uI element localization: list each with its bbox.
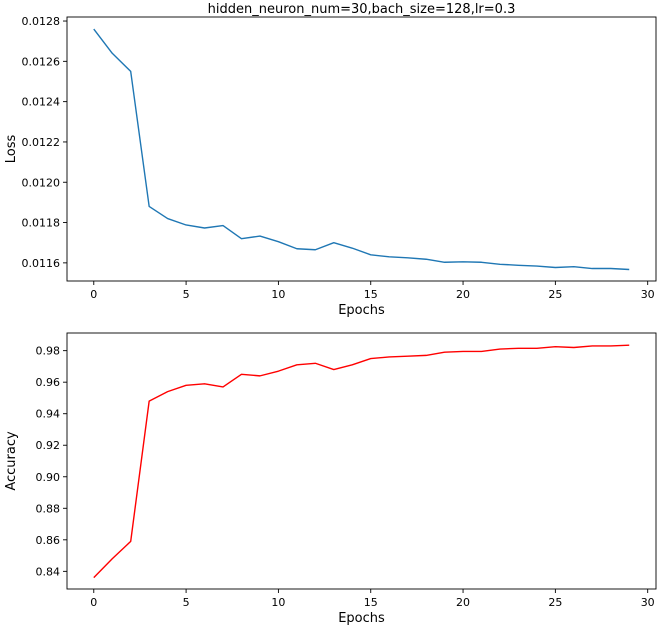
x-tick-label: 5	[183, 596, 190, 609]
y-tick-label: 0.92	[36, 439, 61, 452]
x-tick-label: 30	[641, 288, 655, 301]
y-tick-label: 0.0116	[22, 257, 61, 270]
series-line-1	[93, 344, 630, 579]
y-tick-label: 0.86	[36, 534, 61, 547]
y-tick-label: 0.90	[36, 471, 61, 484]
x-tick-label: 10	[271, 288, 285, 301]
x-tick-label: 15	[364, 596, 378, 609]
x-axis-label: Epochs	[338, 611, 385, 626]
x-tick-label: 15	[364, 288, 378, 301]
x-tick-label: 0	[90, 288, 97, 301]
chart-title: hidden_neuron_num=30,bach_size=128,lr=0.…	[208, 2, 516, 17]
x-tick-label: 25	[548, 288, 562, 301]
y-tick-label: 0.84	[36, 565, 61, 578]
x-tick-label: 5	[183, 288, 190, 301]
x-axis-label: Epochs	[338, 303, 385, 318]
x-tick-label: 20	[456, 596, 470, 609]
y-tick-label: 0.88	[36, 502, 61, 515]
plot-frame	[66, 16, 657, 282]
y-tick-label: 0.94	[36, 408, 61, 421]
plot-frame	[66, 332, 657, 590]
y-tick-label: 0.98	[36, 345, 61, 358]
x-tick-label: 10	[271, 596, 285, 609]
y-axis-label: Accuracy	[4, 431, 19, 491]
y-tick-label: 0.96	[36, 376, 61, 389]
y-tick-label: 0.0122	[22, 136, 61, 149]
y-tick-label: 0.0128	[22, 15, 61, 28]
y-axis-label: Loss	[4, 135, 19, 164]
y-tick-label: 0.0124	[22, 96, 61, 109]
y-tick-label: 0.0120	[22, 176, 61, 189]
x-tick-label: 20	[456, 288, 470, 301]
x-tick-label: 0	[90, 596, 97, 609]
x-tick-label: 30	[641, 596, 655, 609]
x-tick-label: 25	[548, 596, 562, 609]
y-tick-label: 0.0126	[22, 55, 61, 68]
chart-2: 0 5 10 15 20 25 30 0.84 0.86 0.88 0.90 0.92 0.94 0.96…	[4, 332, 657, 626]
series-line-1	[93, 28, 630, 271]
chart-1: 0 5 10 15 20 25 30 0.0116 0.0118 0.0120 0.0122 0.01…	[4, 2, 657, 318]
y-tick-label: 0.0118	[22, 217, 61, 230]
